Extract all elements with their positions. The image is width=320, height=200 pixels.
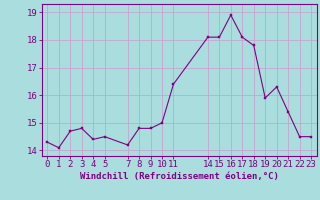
X-axis label: Windchill (Refroidissement éolien,°C): Windchill (Refroidissement éolien,°C) xyxy=(80,172,279,181)
